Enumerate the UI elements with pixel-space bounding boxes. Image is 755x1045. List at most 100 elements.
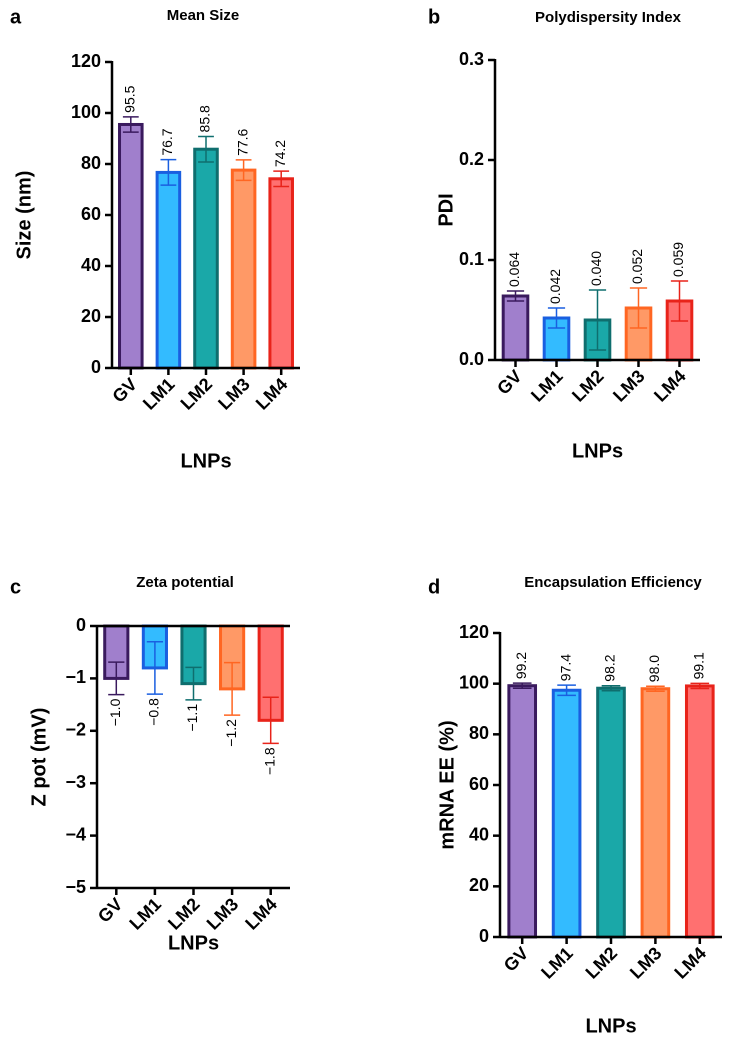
- y-tick-label: −1: [65, 667, 86, 687]
- y-tick-label: −5: [65, 877, 86, 897]
- y-tick-label: 0.1: [459, 249, 484, 269]
- error-bar: [262, 696, 279, 745]
- error-bar: [601, 684, 621, 692]
- value-label: 0.064: [506, 252, 522, 287]
- value-label: 95.5: [122, 85, 138, 112]
- y-tick-label: 0: [91, 357, 101, 377]
- x-tick-label: GV: [94, 894, 127, 927]
- x-tick-label: GV: [493, 366, 526, 399]
- bar: [193, 147, 219, 370]
- value-label: 0.052: [629, 249, 645, 284]
- error-bar: [160, 158, 177, 186]
- chart-title: Polydispersity Index: [535, 9, 682, 26]
- bar: [640, 687, 671, 939]
- y-axis-label: Size (nm): [13, 171, 35, 260]
- y-axis-label: Z pot (mV): [28, 708, 50, 807]
- x-tick-label: LM4: [650, 366, 690, 406]
- y-tick-label: 0.2: [459, 149, 484, 169]
- error-bar: [557, 684, 576, 697]
- x-tick-label: LM1: [139, 374, 179, 414]
- y-tick-label: 40: [469, 824, 489, 844]
- value-label: 99.2: [513, 652, 529, 679]
- y-tick-label: 60: [81, 204, 101, 224]
- chart-title: Mean Size: [167, 7, 240, 24]
- value-label: 98.0: [646, 655, 662, 682]
- bar: [507, 684, 538, 939]
- y-tick-label: 0.0: [459, 349, 484, 369]
- bar: [596, 686, 626, 939]
- x-tick-label: LM3: [626, 943, 666, 983]
- x-axis-label: LNPs: [168, 932, 219, 954]
- error-bar: [506, 290, 525, 302]
- bar: [684, 684, 715, 939]
- x-tick-label: LM2: [582, 943, 622, 983]
- x-tick-label: LM3: [203, 894, 243, 934]
- value-label: 0.042: [547, 269, 563, 304]
- panel-letter: b: [428, 6, 440, 28]
- error-bar: [629, 287, 648, 329]
- error-bar: [185, 666, 202, 701]
- y-tick-label: 80: [469, 723, 489, 743]
- value-label: 0.059: [670, 242, 686, 277]
- y-tick-label: 0: [76, 615, 86, 635]
- bar: [230, 168, 257, 370]
- y-tick-label: 40: [81, 255, 101, 275]
- error-bar: [690, 682, 710, 690]
- x-axis-label: LNPs: [572, 440, 623, 462]
- value-label: −1.0: [107, 698, 123, 726]
- panel-letter: c: [10, 576, 21, 598]
- value-label: −1.1: [184, 704, 200, 732]
- x-tick-label: GV: [108, 374, 141, 407]
- value-label: −1.2: [223, 719, 239, 747]
- x-tick-label: LM2: [177, 374, 217, 414]
- y-tick-label: 0.3: [459, 49, 484, 69]
- value-label: 99.1: [691, 652, 707, 679]
- error-bar: [588, 289, 607, 351]
- x-tick-label: LM1: [537, 943, 577, 983]
- error-bar: [512, 682, 532, 689]
- error-bar: [646, 685, 665, 693]
- x-tick-label: LM4: [252, 374, 292, 414]
- chart-title: Encapsulation Efficiency: [524, 574, 702, 591]
- x-tick-label: LM3: [214, 374, 254, 414]
- x-tick-label: LM3: [609, 366, 649, 406]
- y-tick-label: 0: [479, 926, 489, 946]
- error-bar: [670, 280, 689, 322]
- x-axis-label: LNPs: [180, 450, 231, 472]
- error-bar: [273, 170, 290, 188]
- error-bar: [122, 116, 139, 133]
- x-tick-label: LM2: [164, 894, 204, 934]
- value-label: 85.8: [197, 105, 213, 132]
- value-label: 76.7: [159, 128, 175, 155]
- error-bar: [547, 307, 566, 329]
- value-label: −0.8: [146, 698, 162, 726]
- x-tick-label: GV: [500, 943, 533, 976]
- y-tick-label: 100: [459, 672, 489, 692]
- error-bar: [223, 661, 241, 716]
- x-axis-label: LNPs: [585, 1015, 636, 1037]
- panel-letter: a: [10, 6, 22, 28]
- value-label: 0.040: [588, 251, 604, 286]
- x-tick-label: LM1: [527, 366, 567, 406]
- bar: [268, 177, 294, 370]
- bar: [118, 122, 144, 370]
- error-bar: [108, 661, 125, 696]
- y-axis-label: PDI: [435, 193, 457, 226]
- y-tick-label: 80: [81, 153, 101, 173]
- error-bar: [146, 640, 164, 695]
- x-tick-label: LM4: [670, 943, 710, 983]
- x-tick-label: LM2: [568, 366, 608, 406]
- bar: [501, 294, 530, 362]
- error-bar: [235, 159, 252, 182]
- error-bar: [198, 135, 214, 163]
- bar: [155, 170, 182, 370]
- bar: [551, 688, 582, 939]
- x-tick-label: LM4: [241, 894, 281, 934]
- y-tick-label: 100: [71, 102, 101, 122]
- y-tick-label: 60: [469, 774, 489, 794]
- y-tick-label: 20: [469, 875, 489, 895]
- y-tick-label: 120: [71, 51, 101, 71]
- y-tick-label: 120: [459, 622, 489, 642]
- y-tick-label: −3: [65, 772, 86, 792]
